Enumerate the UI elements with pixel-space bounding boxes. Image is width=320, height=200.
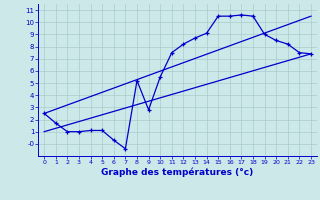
X-axis label: Graphe des températures (°c): Graphe des températures (°c) — [101, 168, 254, 177]
